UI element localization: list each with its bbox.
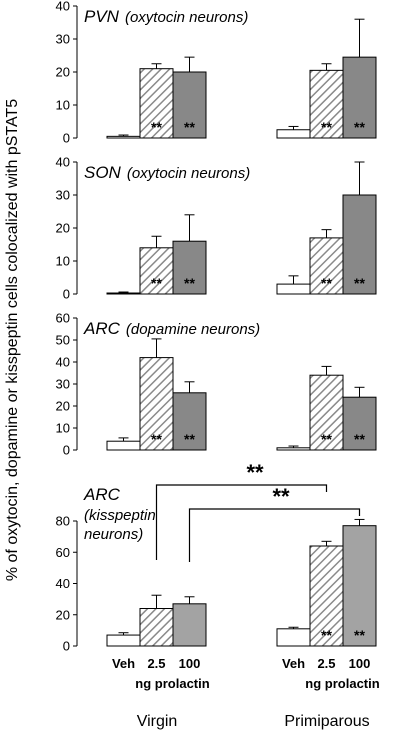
panel-title-region: SON <box>84 163 122 182</box>
virgin-bar-2.5 <box>139 68 174 139</box>
panels: 0 10 20 30 40 PVN (oxytocin neurons) ** ** ** ** 0 1… <box>56 0 377 654</box>
comparison-label-1: ** <box>246 460 264 485</box>
x-category-label: 100 <box>179 656 201 671</box>
virgin-bar-Veh <box>106 135 141 139</box>
primiparous-bar-2.5 <box>309 69 344 139</box>
y-tick-label: 20 <box>56 221 70 236</box>
primiparous-bar-2.5 <box>309 237 344 295</box>
y-tick-label: 30 <box>56 188 70 203</box>
primiparous-bar-2.5 <box>309 545 344 647</box>
y-tick-label: 50 <box>56 333 70 348</box>
panel-title: PVN (oxytocin neurons) <box>84 7 248 26</box>
virgin-bar-Veh <box>106 440 141 451</box>
y-tick-label: 40 <box>56 0 70 14</box>
y-tick-label: 30 <box>56 32 70 47</box>
virgin-significance-label: ** <box>184 119 195 135</box>
x-unit-label: ng prolactin <box>305 676 379 691</box>
primiparous-significance-label: ** <box>354 627 365 643</box>
virgin-bar-Veh <box>106 634 141 647</box>
panel-subtitle: (oxytocin neurons) <box>125 9 248 26</box>
group-label-virgin: Virgin <box>137 713 178 730</box>
panel-subtitle: (dopamine neurons) <box>126 321 260 338</box>
panel-1: 0 10 20 30 40 PVN (oxytocin neurons) ** ** ** ** <box>56 0 377 146</box>
virgin-bar-100 <box>172 240 207 295</box>
y-tick-label: 40 <box>56 576 70 591</box>
group-label-primiparous: Primiparous <box>284 713 369 730</box>
x-category-label: 2.5 <box>147 656 165 671</box>
panel-subtitle: (oxytocin neurons) <box>127 165 250 182</box>
virgin-bar-100 <box>172 603 207 647</box>
primiparous-significance-label: ** <box>321 119 332 135</box>
panel-2: 0 10 20 30 40 SON (oxytocin neurons) ** ** ** ** <box>56 155 377 302</box>
virgin-significance-label: ** <box>151 275 162 291</box>
primiparous-bar-Veh <box>276 447 311 451</box>
comparison-bracket-1 <box>155 484 328 560</box>
x-category-label: Veh <box>112 656 135 671</box>
y-tick-label: 0 <box>63 131 70 146</box>
y-tick-label: 40 <box>56 355 70 370</box>
x-category-label: Veh <box>282 656 305 671</box>
primiparous-significance-label: ** <box>354 275 365 291</box>
x-category-label: 2.5 <box>317 656 335 671</box>
panel-title-region: ARC <box>83 485 121 504</box>
primiparous-significance-label: ** <box>321 627 332 643</box>
x-category-label: 100 <box>349 656 371 671</box>
panel-title: ARC (dopamine neurons) <box>83 319 260 338</box>
primiparous-significance-label: ** <box>321 431 332 447</box>
panel-4: 0 20 40 60 80 ARC (kisspeptin neurons) ** ** ** ** <box>56 460 377 654</box>
y-tick-label: 80 <box>56 514 70 529</box>
panel-title: ARC <box>83 485 121 504</box>
y-tick-label: 20 <box>56 65 70 80</box>
primiparous-bar-Veh <box>276 283 311 295</box>
y-tick-label: 0 <box>63 639 70 654</box>
panel-subtitle: (kisspeptin <box>84 507 156 524</box>
panel-title-region: ARC <box>83 319 121 338</box>
comparison-brackets: ** ** <box>155 460 361 562</box>
primiparous-bar-Veh <box>276 129 311 139</box>
y-axis-label: % of oxytocin, dopamine or kisspeptin ce… <box>4 99 21 581</box>
virgin-significance-label: ** <box>184 431 195 447</box>
y-tick-label: 10 <box>56 98 70 113</box>
panel-title-region: PVN <box>84 7 120 26</box>
primiparous-significance-label: ** <box>321 275 332 291</box>
comparison-label-2: ** <box>272 484 290 509</box>
primiparous-bar-2.5 <box>309 374 344 451</box>
x-unit-label: ng prolactin <box>135 676 209 691</box>
virgin-significance-label: ** <box>151 431 162 447</box>
y-tick-label: 10 <box>56 254 70 269</box>
virgin-significance-label: ** <box>151 119 162 135</box>
comparison-bracket-2 <box>188 508 361 562</box>
primiparous-bar-Veh <box>276 628 311 647</box>
virgin-bar-100 <box>172 392 207 451</box>
y-tick-label: 20 <box>56 607 70 622</box>
panel-subtitle-2: neurons) <box>84 526 143 543</box>
y-tick-label: 20 <box>56 399 70 414</box>
primiparous-significance-label: ** <box>354 119 365 135</box>
primiparous-significance-label: ** <box>354 431 365 447</box>
y-tick-label: 40 <box>56 155 70 170</box>
y-tick-label: 30 <box>56 377 70 392</box>
primiparous-bar-100 <box>342 56 377 139</box>
virgin-bar-2.5 <box>139 608 174 647</box>
primiparous-bar-100 <box>342 525 377 647</box>
y-tick-label: 60 <box>56 545 70 560</box>
panel-3: 0 10 20 30 40 50 60 ARC (dopamine neurons) ** ** **… <box>56 311 377 458</box>
primiparous-bar-100 <box>342 396 377 451</box>
virgin-significance-label: ** <box>184 275 195 291</box>
panel-title: SON (oxytocin neurons) <box>84 163 250 182</box>
y-tick-label: 0 <box>63 287 70 302</box>
y-tick-label: 60 <box>56 311 70 326</box>
y-tick-label: 10 <box>56 421 70 436</box>
virgin-bar-Veh <box>106 292 141 295</box>
group-labels: Virgin Primiparous <box>137 713 370 730</box>
y-tick-label: 0 <box>63 443 70 458</box>
